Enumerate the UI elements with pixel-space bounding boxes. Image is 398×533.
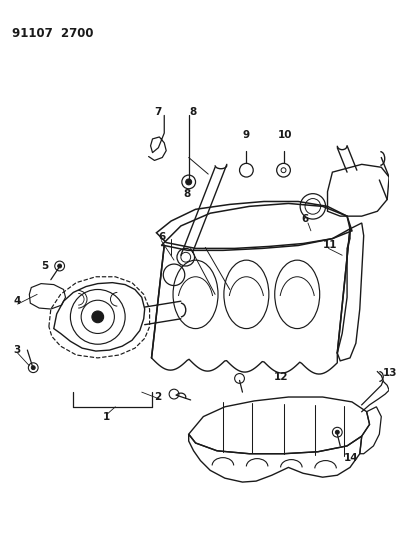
Text: 10: 10 [278,130,292,140]
Text: 5: 5 [41,261,48,271]
Text: 2: 2 [154,392,162,402]
Circle shape [336,430,339,434]
Circle shape [186,179,191,185]
Text: 3: 3 [14,345,21,355]
Text: 1: 1 [103,411,110,422]
Text: 6: 6 [158,232,166,241]
Text: 12: 12 [274,373,288,383]
Text: 13: 13 [383,368,398,377]
Circle shape [31,366,35,370]
Text: 8: 8 [184,189,191,199]
Text: 14: 14 [344,453,359,463]
Text: 4: 4 [14,296,21,306]
Text: 6: 6 [301,214,308,224]
Text: 9: 9 [242,130,250,140]
Text: 7: 7 [154,107,162,117]
Text: 11: 11 [323,240,337,251]
Text: 8: 8 [190,107,197,117]
Circle shape [58,264,62,268]
Text: 91107  2700: 91107 2700 [12,28,93,41]
Circle shape [92,311,103,322]
